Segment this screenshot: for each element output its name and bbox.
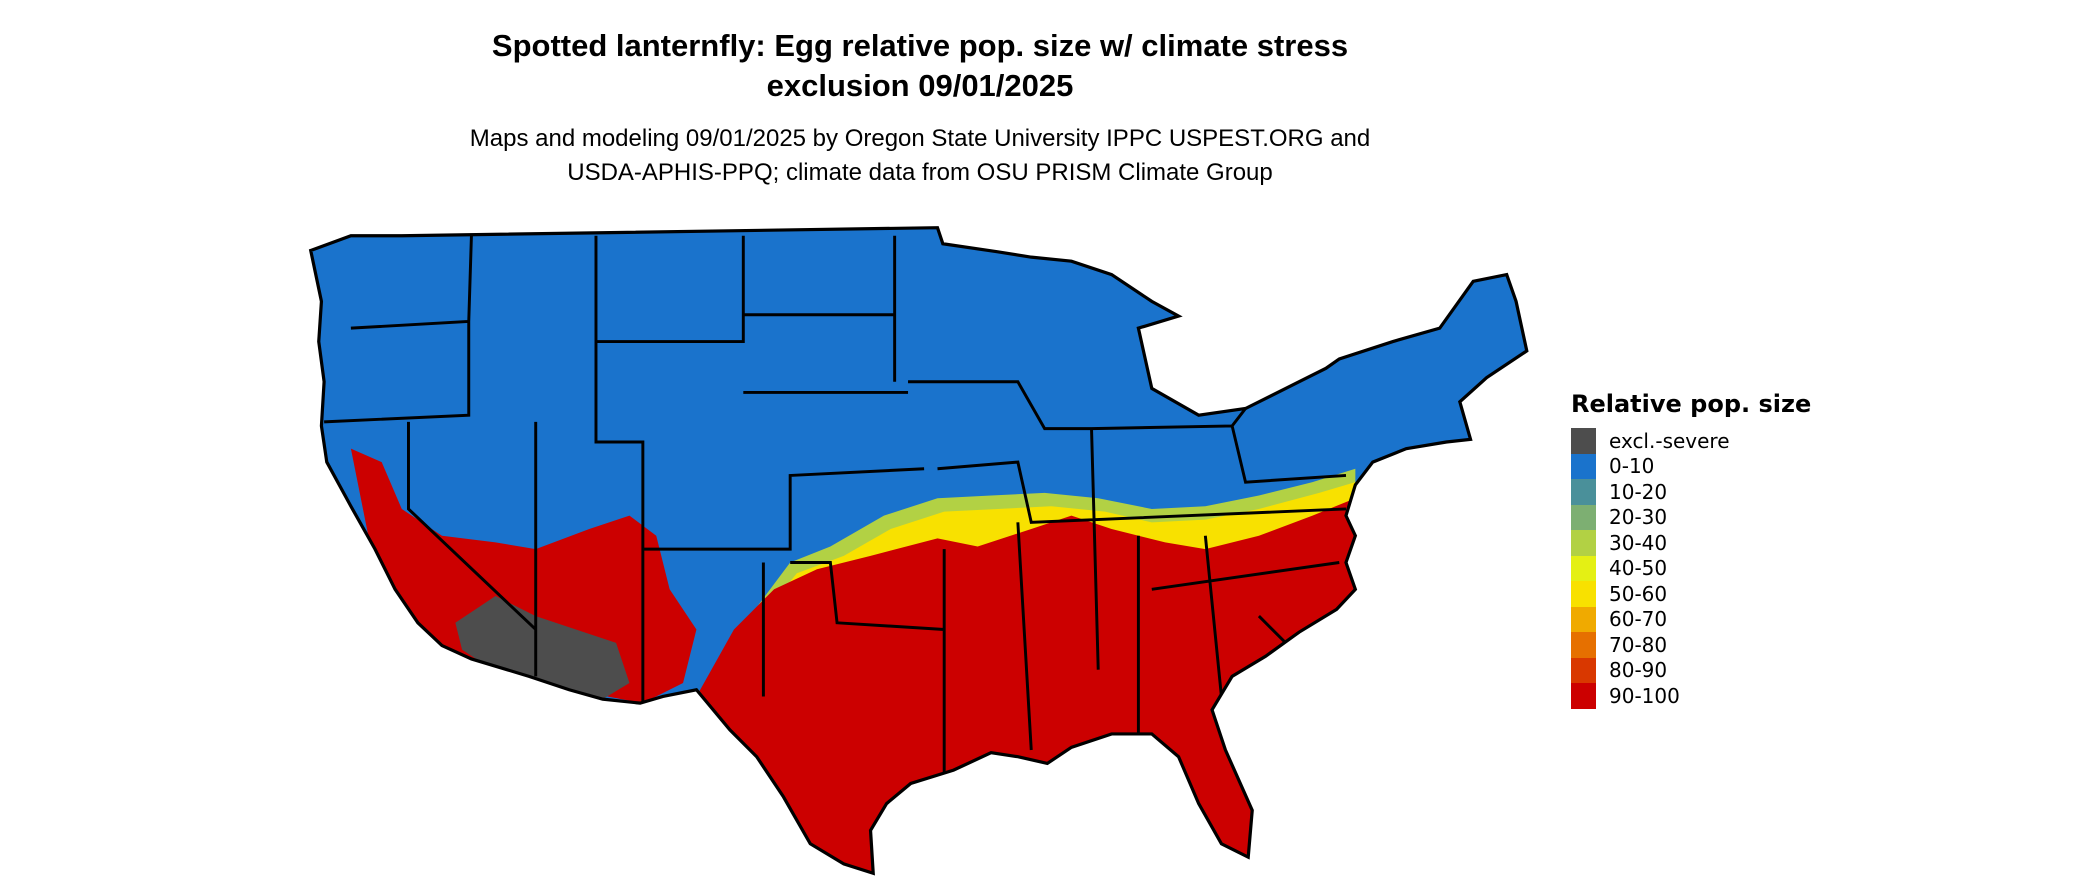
legend-label: 10-20 [1609, 479, 1668, 504]
legend-item: 60-70 [1571, 606, 1811, 632]
region-excluded [455, 596, 630, 700]
legend-label: 40-50 [1609, 556, 1668, 581]
legend-swatch [1571, 606, 1596, 632]
legend-label: 60-70 [1609, 607, 1668, 632]
legend-item: 40-50 [1571, 555, 1811, 581]
map-subtitle-line2: USDA-APHIS-PPQ; climate data from OSU PR… [567, 159, 1273, 186]
legend-swatch [1571, 504, 1596, 530]
legend-item: 30-40 [1571, 530, 1811, 556]
legend-item: 90-100 [1571, 683, 1811, 709]
legend-swatch [1571, 479, 1596, 505]
legend: Relative pop. size excl.-severe 0-10 10-20… [1571, 390, 1811, 709]
legend-swatch [1571, 428, 1596, 454]
legend-label: excl.-severe [1609, 428, 1730, 453]
legend-swatch [1571, 581, 1596, 607]
legend-item: 20-30 [1571, 504, 1811, 530]
legend-swatch [1571, 530, 1596, 556]
legend-item: 50-60 [1571, 581, 1811, 607]
legend-label: 0-10 [1609, 454, 1655, 479]
legend-label: 90-100 [1609, 683, 1680, 708]
state-borders [324, 235, 1347, 777]
legend-label: 50-60 [1609, 581, 1668, 606]
legend-title: Relative pop. size [1571, 390, 1812, 418]
legend-swatch [1571, 683, 1596, 709]
legend-swatch [1571, 632, 1596, 658]
legend-item: 80-90 [1571, 657, 1811, 683]
legend-label: 80-90 [1609, 658, 1668, 683]
legend-label: 70-80 [1609, 632, 1668, 657]
legend-swatch [1571, 555, 1596, 581]
legend-swatch [1571, 453, 1596, 479]
legend-label: 20-30 [1609, 505, 1668, 530]
map-subtitle-line1: Maps and modeling 09/01/2025 by Oregon S… [469, 125, 1371, 152]
legend-label: 30-40 [1609, 530, 1668, 555]
map-title-line1: Spotted lanternfly: Egg relative pop. si… [491, 28, 1349, 63]
legend-item: 70-80 [1571, 632, 1811, 658]
legend-item: 10-20 [1571, 479, 1811, 505]
map-title-line2: exclusion 09/01/2025 [766, 68, 1074, 103]
legend-item: 0-10 [1571, 453, 1811, 479]
legend-item: excl.-severe [1571, 428, 1811, 454]
legend-swatch [1571, 657, 1596, 683]
